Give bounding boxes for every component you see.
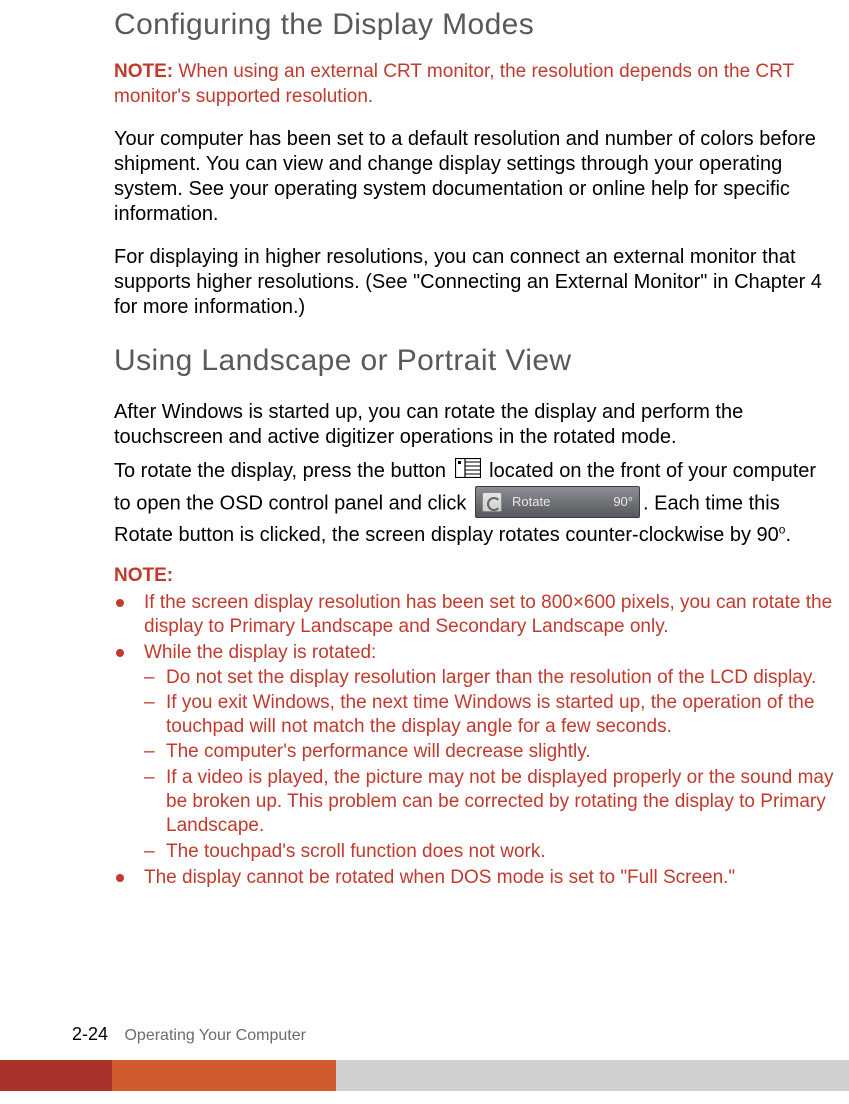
chapter-title: Operating Your Computer	[124, 1027, 305, 1044]
rotate-degrees: 90°	[613, 492, 633, 512]
rotate-button-pill: Rotate 90°	[475, 486, 640, 518]
note-label: NOTE:	[114, 61, 173, 82]
footer: 2-24 Operating Your Computer	[72, 1024, 306, 1045]
rotate-icon	[482, 492, 502, 512]
note-dash-1: Do not set the display resolution larger…	[144, 666, 834, 690]
note-text: When using an external CRT monitor, the …	[114, 61, 794, 107]
page-number: 2-24	[72, 1024, 108, 1044]
note-bullet-list: If the screen display resolution has bee…	[114, 591, 834, 891]
heading-configuring: Configuring the Display Modes	[114, 8, 849, 42]
note-bullet-3-text: The display cannot be rotated when DOS m…	[144, 867, 735, 888]
note-bullet-2-text: While the display is rotated:	[144, 642, 376, 663]
footer-bar-gray	[336, 1060, 849, 1091]
note-dash-5: The touchpad's scroll function does not …	[144, 840, 834, 864]
note-crt: NOTE: When using an external CRT monitor…	[114, 60, 834, 109]
note-dash-2: If you exit Windows, the next time Windo…	[144, 691, 834, 740]
para-rotate-instructions: To rotate the display, press the button …	[114, 456, 834, 550]
rotate-text-1: To rotate the display, press the button	[114, 460, 452, 482]
note-dash-3: The computer's performance will decrease…	[144, 740, 834, 764]
note-dash-list: Do not set the display resolution larger…	[144, 666, 834, 865]
footer-bars	[0, 1060, 849, 1091]
osd-button-icon	[455, 457, 481, 488]
para-after-windows: After Windows is started up, you can rot…	[114, 400, 834, 450]
note-bullet-3: The display cannot be rotated when DOS m…	[114, 866, 834, 890]
footer-bar-red	[0, 1060, 112, 1091]
para-default-resolution: Your computer has been set to a default …	[114, 127, 834, 227]
footer-bar-orange	[112, 1060, 336, 1091]
rotate-text-3b: .	[785, 524, 791, 546]
para-higher-resolutions: For displaying in higher resolutions, yo…	[114, 245, 834, 320]
rotate-label: Rotate	[512, 492, 613, 512]
note-bullet-1: If the screen display resolution has bee…	[114, 591, 834, 640]
note-bullet-2: While the display is rotated: Do not set…	[114, 641, 834, 864]
heading-landscape-portrait: Using Landscape or Portrait View	[114, 344, 849, 378]
note-dash-4: If a video is played, the picture may no…	[144, 766, 834, 839]
note-header: NOTE:	[114, 565, 834, 587]
note-bullet-1-text: If the screen display resolution has bee…	[144, 592, 832, 637]
note-block: NOTE: If the screen display resolution h…	[114, 565, 834, 891]
